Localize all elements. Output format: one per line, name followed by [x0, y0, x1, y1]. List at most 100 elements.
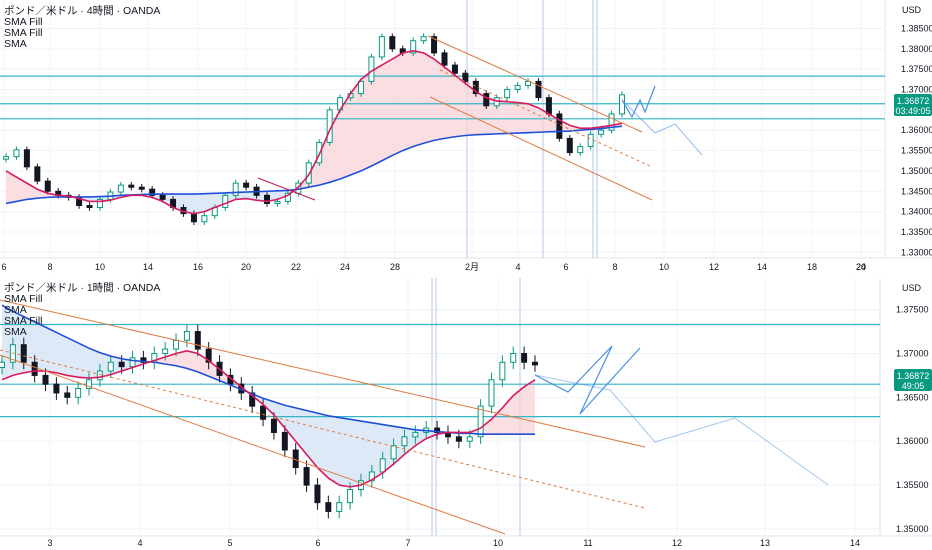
bottom-candle — [303, 460, 310, 493]
bottom-candle-body — [260, 405, 267, 420]
top-candle-body — [201, 215, 208, 223]
bottom-candle-body — [336, 502, 343, 512]
top-candle-body — [117, 184, 124, 193]
top-sma-fast-line — [5, 50, 623, 215]
bottom-candle-body — [401, 436, 408, 447]
bottom-candle — [434, 421, 441, 440]
bottom-candle-body — [412, 431, 419, 438]
bottom-sma-fill-segment — [491, 407, 503, 435]
top-candle-body — [357, 80, 364, 95]
bottom-candle-body — [53, 383, 60, 394]
top-candle — [472, 78, 479, 97]
top-x-tick-label: 8 — [612, 262, 617, 272]
top-candle — [577, 143, 584, 156]
top-sma-fill-segment — [193, 193, 205, 214]
top-candle-body — [535, 80, 542, 99]
bottom-y-tick-label: 1.37000 — [896, 348, 929, 358]
top-candle-body — [34, 166, 41, 182]
bottom-candle — [314, 478, 321, 510]
bottom-indicator-sma-1[interactable]: SMA — [4, 304, 27, 316]
top-candle-body — [514, 84, 521, 91]
top-x-tick-label: 20 — [241, 262, 251, 272]
top-x-tick-label: 10 — [95, 262, 105, 272]
top-chart-title[interactable]: ポンド／米ドル · 4時間 · OANDA — [4, 5, 161, 17]
top-sma-fill-segment — [37, 189, 48, 199]
bottom-candle — [521, 346, 528, 370]
top-x-tick-label: 24 — [856, 262, 866, 272]
bottom-indicator-sma-fill-2[interactable]: SMA Fill — [4, 315, 43, 327]
bottom-candle — [64, 385, 71, 405]
top-sma-fill-segment — [507, 101, 518, 134]
top-x-tick-label: 6 — [1, 262, 6, 272]
bottom-sma-fill-segment — [176, 350, 187, 369]
bottom-candle — [96, 364, 103, 387]
top-candle — [410, 37, 417, 57]
top-y-tick-label: 1.36000 — [901, 125, 932, 135]
bottom-y-tick-label: 1.36000 — [896, 436, 929, 446]
bottom-y-tick-label: 1.35000 — [896, 524, 929, 534]
top-candle-body — [23, 149, 30, 168]
bottom-chart-title[interactable]: ポンド／米ドル · 1時間 · OANDA — [4, 282, 161, 294]
top-candle-body — [378, 36, 385, 58]
bottom-indicator-sma-fill-1[interactable]: SMA Fill — [4, 293, 43, 305]
top-x-tick-label: 2月 — [465, 262, 479, 272]
top-projection-up — [621, 85, 656, 119]
top-candle — [504, 86, 511, 101]
bottom-candle — [499, 355, 506, 387]
bottom-x-tick-label: 12 — [672, 538, 682, 548]
top-candle — [86, 202, 93, 211]
top-indicator-sma-fill-1[interactable]: SMA Fill — [4, 16, 43, 28]
bottom-candle-body — [205, 348, 212, 363]
top-candle-body — [410, 40, 417, 54]
bottom-sma-fill-segment — [317, 413, 329, 479]
bottom-candle — [488, 372, 495, 414]
top-last-price-tag: 1.36872 03:49:05 — [894, 95, 932, 117]
top-y-tick-label: 1.38500 — [901, 23, 932, 33]
top-x-tick-label: 4 — [515, 262, 520, 272]
bottom-candle-body — [183, 331, 190, 341]
bottom-candle — [281, 425, 288, 458]
top-y-tick-label: 1.37000 — [901, 85, 932, 95]
top-indicator-sma-fill-2[interactable]: SMA Fill — [4, 27, 43, 39]
bottom-countdown: 49:05 — [901, 381, 925, 391]
top-candle — [149, 185, 156, 199]
top-sma-fill-segment — [277, 190, 288, 200]
bottom-indicator-sma-2[interactable]: SMA — [4, 326, 27, 338]
top-candle-body — [431, 36, 438, 54]
top-candle-body — [545, 97, 552, 115]
bottom-y-tick-label: 1.37500 — [896, 305, 929, 315]
top-currency-label[interactable]: USD — [902, 5, 922, 15]
bottom-candle-body — [75, 388, 82, 398]
top-candle — [44, 177, 51, 195]
top-channel-upper — [427, 35, 643, 133]
bottom-candle-body — [0, 361, 5, 369]
top-candle-body — [504, 89, 511, 99]
bottom-y-tick-label: 1.35500 — [896, 480, 929, 490]
bottom-candle-body — [107, 361, 114, 372]
bottom-channel-upper — [0, 299, 646, 448]
bottom-channel-mid — [0, 349, 646, 509]
bottom-currency-label[interactable]: USD — [902, 283, 922, 293]
top-candle-body — [149, 188, 156, 196]
bottom-candle — [31, 355, 38, 383]
bottom-price-tag-bg — [894, 369, 932, 391]
bottom-candle-body — [434, 427, 441, 433]
top-indicator-sma[interactable]: SMA — [4, 38, 27, 50]
top-sma-slow-line — [5, 125, 623, 205]
bottom-candle — [532, 355, 538, 372]
top-candle — [556, 110, 563, 142]
bottom-candle — [249, 385, 256, 414]
top-sma-fill-segment — [454, 75, 466, 137]
bottom-candle-body — [162, 348, 169, 354]
top-candle-body — [264, 194, 271, 204]
top-pattern-line — [257, 177, 316, 201]
top-candle-body — [587, 133, 594, 147]
top-candle — [587, 131, 594, 150]
top-sma-fill-segment — [16, 177, 27, 202]
top-candle-body — [274, 200, 281, 204]
top-x-tick-label: 24 — [340, 262, 350, 272]
bottom-projection-up — [534, 345, 641, 415]
top-y-tick-label: 1.33000 — [901, 247, 932, 257]
bottom-x-tick-label: 4 — [137, 538, 142, 548]
